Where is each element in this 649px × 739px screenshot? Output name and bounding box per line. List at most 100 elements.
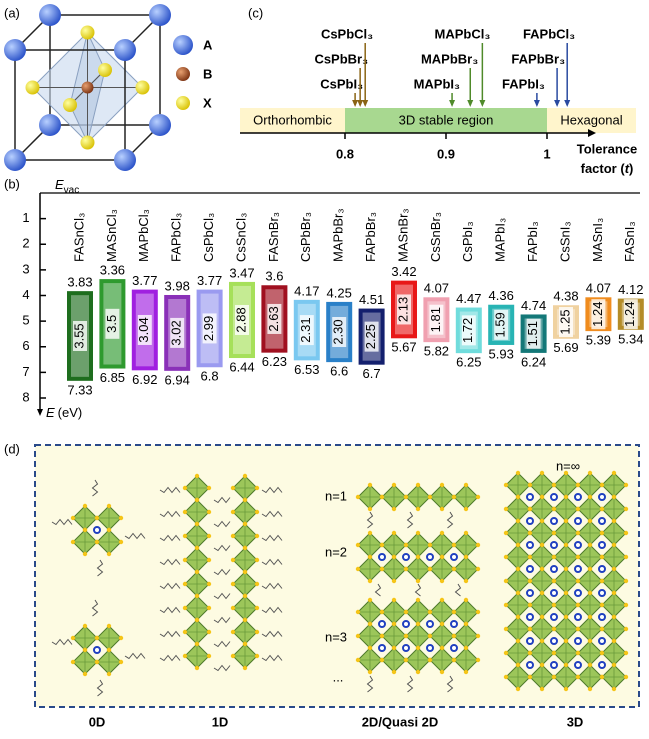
cation — [550, 613, 558, 621]
halide — [242, 617, 248, 623]
a-atom — [4, 149, 26, 171]
y-axis-title: E (eV) — [46, 405, 82, 420]
cation — [526, 589, 534, 597]
halide — [427, 566, 433, 572]
panel-label: (c) — [248, 5, 263, 20]
y-axis-unit: (eV) — [58, 405, 83, 420]
a-atom — [114, 149, 136, 171]
halide — [439, 482, 445, 488]
halide — [82, 647, 88, 653]
halide — [415, 597, 421, 603]
halide — [415, 530, 421, 536]
halide — [379, 609, 385, 615]
x-tick-label: 0.8 — [336, 146, 354, 161]
compound-name: MASnBr₃ — [395, 208, 410, 262]
legend-swatch — [176, 67, 190, 81]
vbm-label: 5.67 — [391, 340, 416, 355]
vbm-label: 6.25 — [456, 355, 481, 370]
gap-box — [267, 303, 282, 334]
halide — [623, 602, 629, 608]
cation — [526, 565, 534, 573]
halide — [463, 621, 469, 627]
halide — [475, 609, 481, 615]
compound-label: MAPbCl₃ — [435, 26, 491, 41]
organic-ligand — [159, 486, 181, 494]
halide — [403, 494, 409, 500]
halide — [355, 566, 361, 572]
halide — [451, 657, 457, 663]
halide — [254, 653, 260, 659]
halide — [94, 635, 100, 641]
halide — [563, 638, 569, 644]
cbm-label: 3.77 — [197, 273, 222, 288]
halide — [587, 662, 593, 668]
halide — [611, 566, 617, 572]
halide — [539, 470, 545, 476]
organic-ligand — [261, 630, 283, 638]
halide — [94, 539, 100, 545]
halide — [539, 638, 545, 644]
halide — [242, 665, 248, 671]
compound-name: FAPbI₃ — [525, 221, 540, 262]
legend-swatch — [173, 35, 193, 55]
halide — [242, 569, 248, 575]
halide — [355, 609, 361, 615]
halide — [539, 686, 545, 692]
halide — [515, 686, 521, 692]
halide — [599, 578, 605, 584]
organic-ligand — [213, 568, 231, 576]
halide — [367, 530, 373, 536]
compound-label: FAPbCl₃ — [523, 26, 575, 41]
halide — [587, 638, 593, 644]
halide — [206, 629, 212, 635]
halide — [415, 554, 421, 560]
halide — [587, 470, 593, 476]
halide — [403, 609, 409, 615]
gap-label: 3.55 — [71, 323, 86, 348]
cbm-label: 3.47 — [229, 265, 254, 280]
halide — [194, 641, 200, 647]
a-atom — [39, 114, 61, 136]
halide — [379, 657, 385, 663]
halide — [575, 674, 581, 680]
halide — [451, 566, 457, 572]
halide — [463, 506, 469, 512]
halide — [182, 509, 188, 515]
gap-box — [332, 317, 347, 348]
halide — [427, 494, 433, 500]
halide — [367, 482, 373, 488]
compound-label: FAPbBr₃ — [511, 51, 565, 66]
cation — [93, 526, 101, 534]
axis-title: Tolerance — [577, 141, 637, 156]
halide — [599, 506, 605, 512]
gap-label: 3.02 — [169, 320, 184, 345]
halide — [403, 542, 409, 548]
halide — [527, 650, 533, 656]
dimension-label: 0D — [89, 714, 106, 729]
organic-ligand — [261, 558, 283, 566]
organic-ligand — [159, 654, 181, 662]
y-tick-label: 4 — [22, 287, 29, 302]
halide — [599, 674, 605, 680]
halide — [82, 527, 88, 533]
halide — [194, 593, 200, 599]
halide — [563, 614, 569, 620]
halide — [106, 503, 112, 509]
vbm-label: 6.23 — [262, 354, 287, 369]
compound-label: CsPbCl₃ — [321, 26, 373, 41]
cation — [378, 553, 386, 561]
halide — [599, 554, 605, 560]
halide — [611, 518, 617, 524]
vacuum-subscript: vac — [64, 185, 80, 196]
halide — [587, 518, 593, 524]
compound-name: CsPbCl₃ — [201, 213, 216, 262]
organic-ligand — [406, 511, 414, 529]
vbm-label: 6.8 — [201, 369, 219, 384]
halide — [515, 614, 521, 620]
halide — [415, 506, 421, 512]
organic-ligand — [213, 664, 231, 672]
compound-name: MAPbBr₃ — [331, 208, 346, 262]
gap-box — [526, 318, 541, 349]
halide — [563, 518, 569, 524]
halide — [611, 470, 617, 476]
